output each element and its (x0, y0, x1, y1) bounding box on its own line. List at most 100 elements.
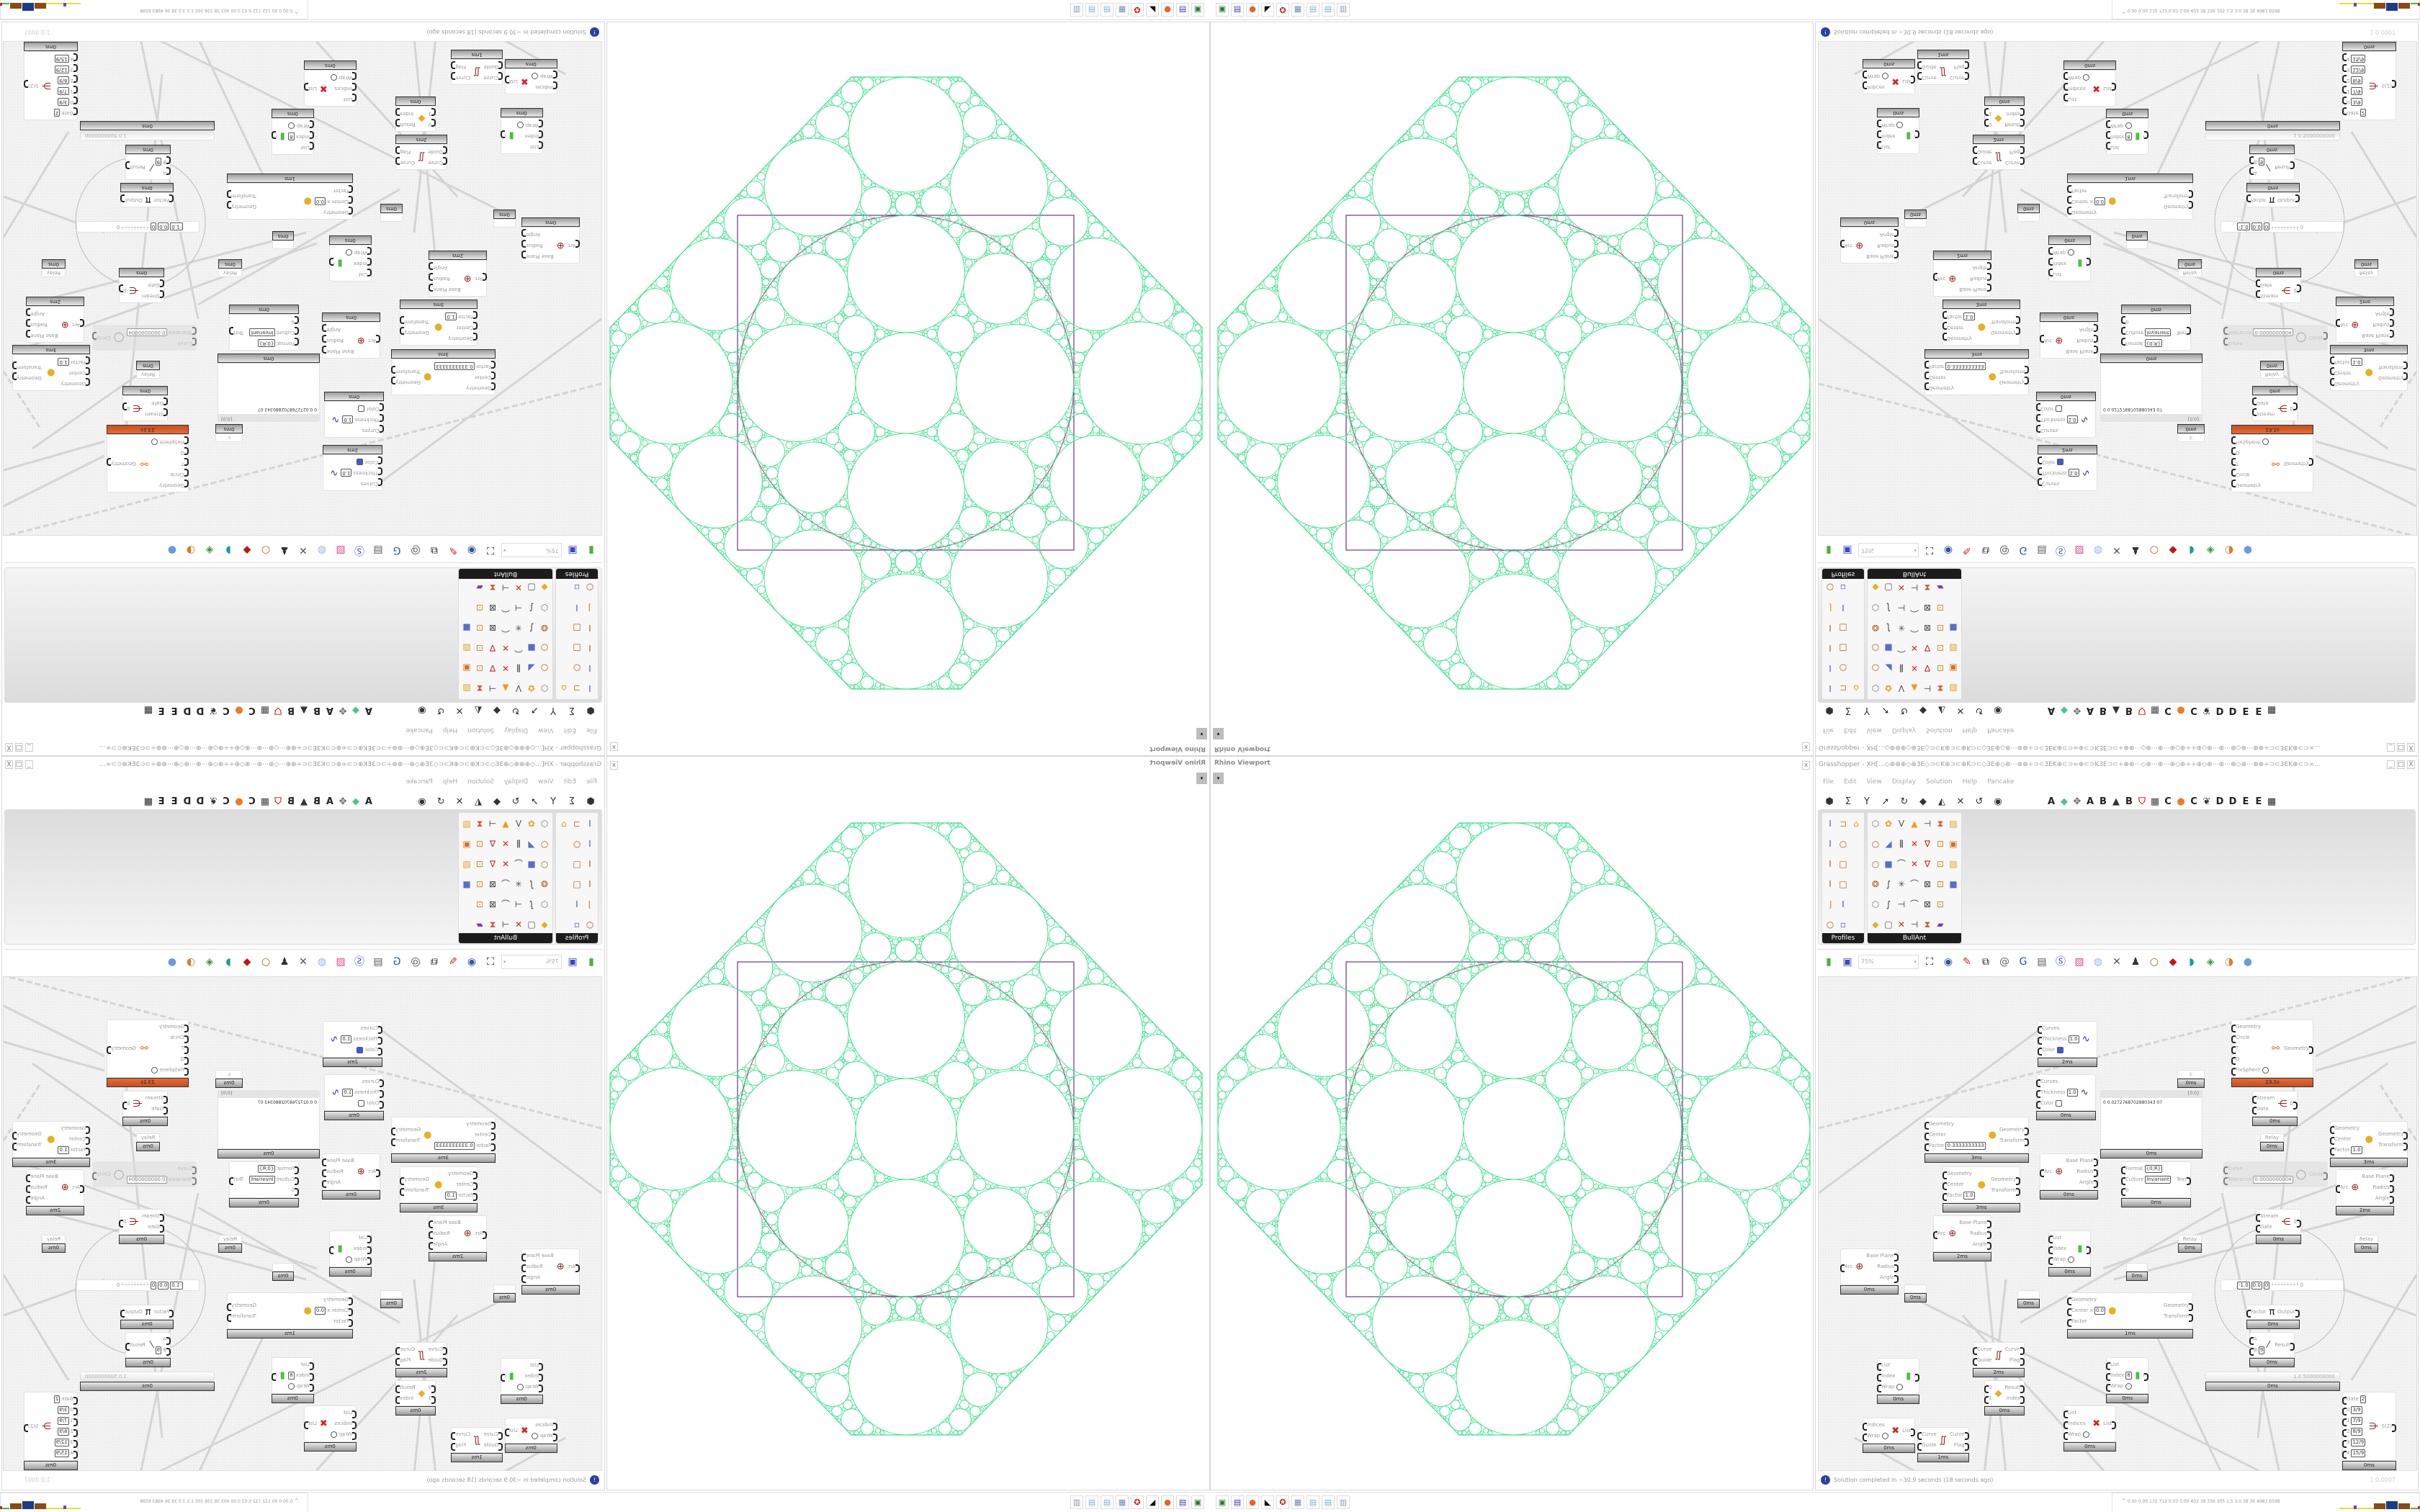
puzzle-icon[interactable]: ✥ (2073, 705, 2081, 716)
output-index[interactable]: Index (2004, 108, 2020, 119)
floppy-64-icon[interactable]: ▤ (1231, 3, 1244, 17)
orange-dot-icon[interactable]: ● (2177, 796, 2185, 807)
input-center[interactable]: Center (445, 322, 473, 333)
input-curve[interactable]: Curve (1922, 72, 1937, 83)
input-value[interactable]: 15/9 (2351, 1449, 2366, 1457)
output-circle[interactable]: Circle (97, 333, 111, 343)
output-geometry[interactable]: Geometry (111, 458, 136, 469)
menu-pancake[interactable]: Pancake (1987, 778, 2015, 786)
slider-track[interactable]: 1.0 5000000000 (80, 130, 215, 140)
overflow-grid-icon[interactable]: ▦ (143, 705, 153, 716)
canvas-image-icon[interactable]: ▤ (373, 544, 383, 557)
input-arc[interactable]: Arc (2039, 1166, 2052, 1177)
param-component[interactable]: 0ms (1904, 1284, 1927, 1302)
gate-component[interactable]: 0 1 ◆ Result Index 0ms (1984, 1380, 2025, 1416)
slider-value[interactable]: -1.0 (2237, 1282, 2250, 1290)
warp-icon[interactable]: ⧗ (1937, 683, 1944, 693)
sets-y-icon[interactable]: Y (1864, 796, 1870, 807)
toggle-icon[interactable] (2262, 438, 2269, 446)
eye-icon[interactable]: ◉ (1943, 544, 1953, 557)
list-item-component[interactable]: List Index Wrap ▮ i 0ms (1876, 1358, 1920, 1404)
params-hexagon-icon[interactable]: ⬢ (1825, 796, 1834, 807)
input-list[interactable]: List (2048, 1233, 2074, 1243)
bird-icon[interactable]: ❦ (2202, 796, 2211, 807)
green-shape-icon[interactable]: ◈ (2206, 544, 2215, 557)
canvas-image-icon[interactable]: ▤ (2037, 544, 2047, 557)
input-list[interactable]: List (331, 94, 352, 104)
frame-icon[interactable]: ⊠ (488, 623, 497, 633)
input-arc[interactable]: Arc (2335, 1182, 2348, 1193)
red-app-icon[interactable]: ✪ (1131, 3, 1144, 17)
transform-icon[interactable]: ↺ (1975, 705, 1984, 716)
input-1[interactable]: 1 (1989, 108, 1991, 119)
input-arc[interactable]: Arc (475, 273, 483, 284)
tab-a[interactable]: A (2047, 705, 2056, 716)
output-result[interactable]: Result (2275, 1340, 2295, 1351)
ibeam-icon[interactable]: Ⅰ (1842, 899, 1845, 909)
input-list[interactable]: List (2053, 269, 2074, 279)
input-arc[interactable]: Arc (368, 335, 376, 346)
orange-sphere-icon[interactable]: ◑ (2224, 544, 2234, 557)
red-cube-icon[interactable]: ◆ (2169, 544, 2177, 557)
output-transform[interactable]: Transform (1999, 366, 2025, 377)
input-fixsphere[interactable]: FixSphere (2236, 436, 2269, 447)
input-t[interactable]: T (2236, 458, 2269, 469)
tube-icon[interactable]: ○ (1839, 839, 1847, 849)
output-list[interactable]: List (509, 76, 518, 87)
chevron-up-icon[interactable]: ^ (2121, 1498, 2126, 1504)
panel-text[interactable]: 0 0.0272768702880343 07 (2103, 1100, 2163, 1105)
cone-icon[interactable]: ▲ (1911, 683, 1918, 693)
output-geometry[interactable]: Geometry (231, 202, 256, 212)
ibeam-icon[interactable]: Ⅰ (1829, 839, 1832, 849)
v-split-icon[interactable]: V (1898, 819, 1905, 829)
input-guide[interactable]: Guide (428, 146, 443, 157)
input-4[interactable]: 415/9 (54, 53, 73, 64)
angle-icon[interactable]: ⌋ (1828, 899, 1832, 909)
package-icon[interactable]: ▧ (336, 544, 346, 557)
toggle-icon[interactable] (1882, 73, 1889, 80)
menu-pancake[interactable]: Pancake (405, 726, 433, 734)
input-value[interactable]: 12/9 (54, 66, 69, 73)
tab-a[interactable]: A (2047, 796, 2056, 807)
output-list[interactable]: List (2103, 83, 2112, 94)
input-value[interactable]: 0.0000000004 (127, 328, 167, 336)
input-value[interactable]: 1.0 (58, 358, 69, 366)
tab-e[interactable]: E (2255, 796, 2262, 807)
param-component[interactable]: c 0ms (2177, 424, 2205, 442)
input-value[interactable]: 9 (155, 158, 162, 166)
toggle-icon[interactable] (516, 122, 524, 129)
output-geometry[interactable]: Geometry (2164, 1300, 2193, 1311)
package-icon[interactable]: ▧ (2074, 544, 2084, 557)
kangaroo-component[interactable]: Geometry Circle T Q FixSphere ⚯ Geometry 23.1s (107, 425, 189, 492)
cube-icon[interactable]: ■ (1949, 879, 1958, 889)
i-section-icon[interactable]: I (1829, 623, 1832, 633)
tab-c[interactable]: C (223, 705, 230, 716)
c-channel-icon[interactable]: ⊐ (573, 683, 581, 693)
input-format[interactable]: Format{0;R} (2121, 1164, 2171, 1174)
input-list[interactable]: List (517, 141, 539, 152)
stream-gate-component[interactable]: Stream Gate ⋲ 0 0ms (2251, 1091, 2299, 1126)
circle-packing-geometry[interactable] (1211, 21, 1814, 755)
bellows-icon[interactable]: ♟ (2130, 955, 2141, 968)
input-geometry[interactable]: Geometry (58, 378, 86, 389)
input-wrap[interactable]: Wrap (345, 247, 367, 258)
bend-icon[interactable]: ⌒ (1896, 643, 1906, 653)
red-net-icon[interactable]: ✕ (1910, 839, 1919, 849)
input-curve[interactable]: Curve (1977, 157, 1992, 168)
teal-shape-icon[interactable]: ◗ (225, 544, 231, 557)
input-factor[interactable]: Factor (2066, 1316, 2105, 1327)
tube-icon[interactable]: ○ (573, 663, 581, 673)
input-curves[interactable]: Curves (341, 478, 378, 489)
param-component[interactable]: 0ms (380, 204, 403, 222)
search-icon[interactable]: Ⓢ (2056, 955, 2066, 968)
input-factor[interactable]: Factor0.3333333333 (434, 361, 491, 372)
input-indices[interactable]: Indices (1867, 81, 1888, 92)
input-gate[interactable]: Gate (145, 397, 163, 408)
tab-b[interactable]: B (2125, 705, 2133, 716)
rect-tube-icon[interactable]: □ (573, 643, 581, 653)
input-wrap[interactable]: Wrap (287, 120, 310, 131)
rect-tube-icon[interactable]: □ (1839, 643, 1847, 653)
bracket-icon[interactable]: ⊣ (1910, 919, 1919, 930)
